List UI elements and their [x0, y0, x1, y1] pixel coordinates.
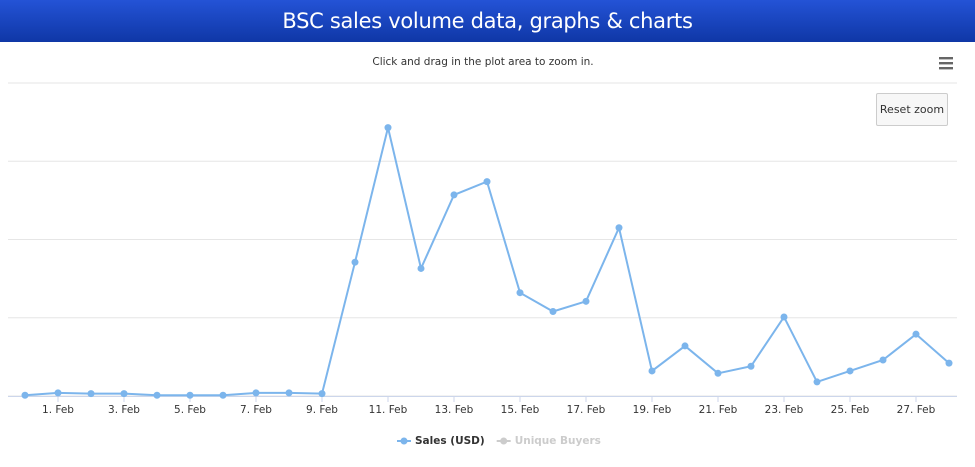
- data-point: [252, 389, 260, 397]
- data-point: [945, 359, 953, 367]
- x-tick-label: 19. Feb: [633, 404, 672, 416]
- data-point: [219, 391, 227, 399]
- data-point: [780, 313, 788, 321]
- x-tick-label: 21. Feb: [699, 404, 738, 416]
- data-point: [417, 264, 425, 272]
- data-point: [549, 307, 557, 315]
- legend-symbol: [400, 437, 408, 445]
- data-point: [582, 297, 590, 305]
- data-point: [615, 224, 623, 232]
- menu-bar: [939, 62, 953, 65]
- data-point: [153, 391, 161, 399]
- data-point: [54, 389, 62, 397]
- data-point: [813, 378, 821, 386]
- data-point: [21, 391, 29, 399]
- menu-bar: [939, 67, 953, 70]
- legend-item[interactable]: Sales (USD): [397, 435, 485, 447]
- x-tick-label: 15. Feb: [501, 404, 540, 416]
- data-point: [351, 258, 359, 266]
- data-point: [648, 367, 656, 375]
- data-point: [714, 369, 722, 377]
- data-point: [285, 389, 293, 397]
- data-point: [450, 191, 458, 199]
- legend-symbol: [500, 437, 508, 445]
- x-tick-label: 27. Feb: [897, 404, 936, 416]
- data-point: [912, 330, 920, 338]
- data-point: [747, 362, 755, 370]
- menu-bar: [939, 57, 953, 60]
- x-tick-label: 1. Feb: [42, 404, 74, 416]
- legend-label: Unique Buyers: [515, 435, 601, 447]
- data-point: [516, 289, 524, 297]
- legend-item[interactable]: Unique Buyers: [496, 435, 601, 447]
- data-point: [120, 390, 128, 398]
- series-line: [24, 127, 950, 397]
- chart-subtitle: Click and drag in the plot area to zoom …: [372, 56, 593, 68]
- x-tick-label: 25. Feb: [831, 404, 870, 416]
- data-point: [87, 390, 95, 398]
- x-tick-label: 7. Feb: [240, 404, 272, 416]
- data-point: [384, 124, 392, 132]
- data-point: [483, 178, 491, 186]
- x-tick-label: 13. Feb: [435, 404, 474, 416]
- header-title: BSC sales volume data, graphs & charts: [0, 0, 975, 42]
- data-point: [318, 390, 326, 398]
- x-tick-label: 17. Feb: [567, 404, 606, 416]
- chart: Click and drag in the plot area to zoom …: [8, 56, 957, 447]
- legend-label: Sales (USD): [415, 435, 485, 447]
- reset-zoom-button[interactable]: Reset zoom: [876, 93, 948, 126]
- data-point: [681, 342, 689, 350]
- data-point: [879, 356, 887, 364]
- menu-button[interactable]: [939, 57, 953, 70]
- data-point: [846, 367, 854, 375]
- x-tick-label: 23. Feb: [765, 404, 804, 416]
- x-tick-label: 5. Feb: [174, 404, 206, 416]
- data-point: [186, 391, 194, 399]
- x-tick-label: 9. Feb: [306, 404, 338, 416]
- x-tick-label: 3. Feb: [108, 404, 140, 416]
- x-tick-label: 11. Feb: [369, 404, 408, 416]
